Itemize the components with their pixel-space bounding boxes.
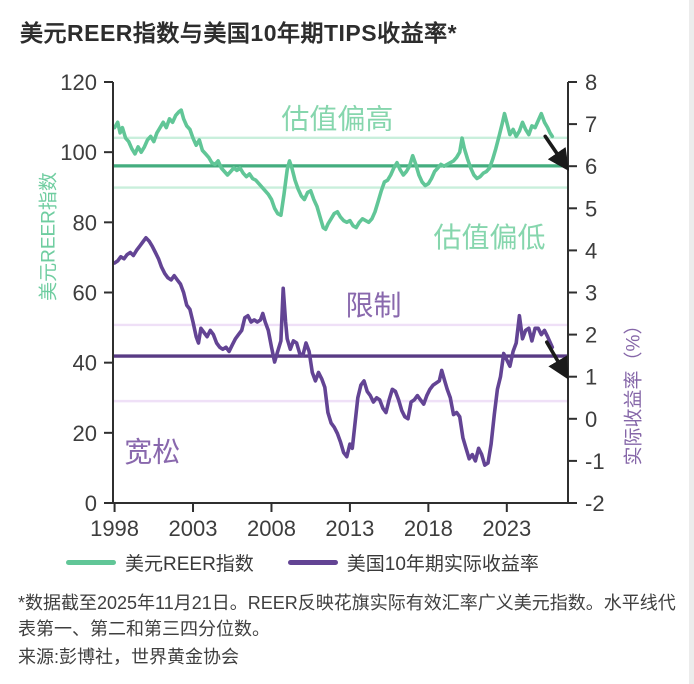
real-yield-line xyxy=(112,236,555,467)
x-axis-tick-label: 2008 xyxy=(247,516,296,541)
zone-annotation: 估值偏低 xyxy=(434,222,546,253)
x-axis-tick-label: 2023 xyxy=(482,516,531,541)
left-axis-tick-label: 80 xyxy=(73,210,97,235)
legend-item-yield: 美国10年期实际收益率 xyxy=(287,549,539,576)
footnote: *数据截至2025年11月21日。REER反映花旗实际有效汇率广义美元指数。水平… xyxy=(18,593,676,639)
left-axis-tick-label: 60 xyxy=(73,281,97,306)
left-axis-label: 美元REER指数 xyxy=(38,172,60,301)
right-axis-tick-label: 3 xyxy=(585,281,597,306)
right-axis-tick-label: 7 xyxy=(585,112,597,137)
source-note: 来源:彭博社，世界黄金协会 xyxy=(18,647,239,667)
right-axis-tick-label: 5 xyxy=(585,196,597,221)
legend-swatch-yield xyxy=(287,560,338,565)
zone-annotation: 估值偏高 xyxy=(281,104,393,135)
legend-swatch-reer xyxy=(66,560,116,565)
legend-item-reer: 美元REER指数 xyxy=(66,549,254,576)
chart-title: 美元REER指数与美国10年期TIPS收益率* xyxy=(20,20,458,46)
zone-annotation: 限制 xyxy=(345,290,401,321)
right-axis-tick-label: -2 xyxy=(585,491,605,516)
left-axis-tick-label: 20 xyxy=(73,421,97,446)
left-axis-tick-label: 0 xyxy=(85,491,97,516)
legend-label-reer: 美元REER指数 xyxy=(125,554,254,575)
right-axis-label: 实际收益率（%） xyxy=(623,315,645,466)
right-axis-tick-label: 4 xyxy=(585,238,597,263)
right-axis-tick-label: 8 xyxy=(585,70,597,95)
reer-line xyxy=(112,108,555,232)
left-axis-tick-label: 120 xyxy=(60,70,97,95)
left-axis-tick-label: 100 xyxy=(60,140,97,165)
legend: 美元REER指数 美国10年期实际收益率 xyxy=(66,549,539,576)
right-axis-tick-label: 1 xyxy=(585,365,597,390)
right-axis-tick-label: 2 xyxy=(585,323,597,348)
left-axis-tick-label: 40 xyxy=(73,351,97,376)
x-axis-tick-label: 2013 xyxy=(325,516,374,541)
trend-arrow xyxy=(545,340,569,380)
x-axis-tick-label: 2003 xyxy=(169,516,218,541)
zone-annotation: 宽松 xyxy=(124,436,180,467)
right-axis-tick-label: 0 xyxy=(585,407,597,432)
x-axis-tick-label: 2018 xyxy=(404,516,453,541)
legend-label-yield: 美国10年期实际收益率 xyxy=(346,554,539,575)
right-axis-tick-label: 6 xyxy=(585,154,597,179)
trend-arrow xyxy=(543,134,569,171)
x-axis-tick-label: 1998 xyxy=(90,516,139,541)
right-axis-tick-label: -1 xyxy=(585,449,605,474)
